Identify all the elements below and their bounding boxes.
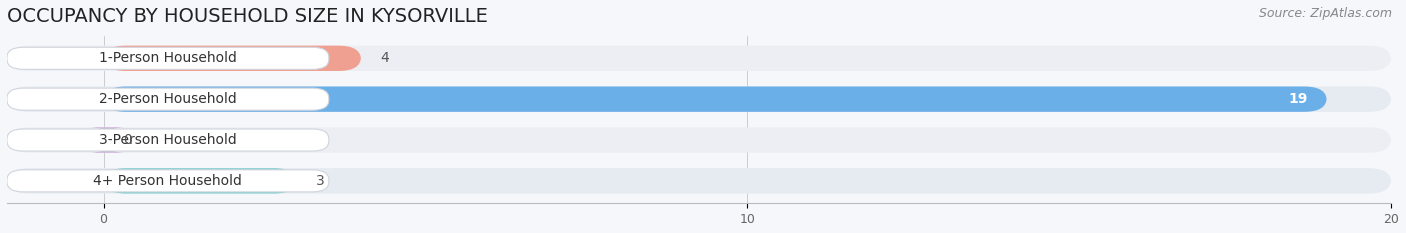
FancyBboxPatch shape (7, 86, 1391, 112)
FancyBboxPatch shape (7, 170, 329, 192)
Text: OCCUPANCY BY HOUSEHOLD SIZE IN KYSORVILLE: OCCUPANCY BY HOUSEHOLD SIZE IN KYSORVILL… (7, 7, 488, 26)
FancyBboxPatch shape (7, 47, 329, 69)
Text: 3-Person Household: 3-Person Household (98, 133, 236, 147)
FancyBboxPatch shape (7, 88, 329, 110)
FancyBboxPatch shape (104, 168, 297, 194)
FancyBboxPatch shape (104, 46, 361, 71)
FancyBboxPatch shape (89, 127, 127, 153)
Text: 2-Person Household: 2-Person Household (98, 92, 236, 106)
Text: 4: 4 (381, 51, 389, 65)
Text: Source: ZipAtlas.com: Source: ZipAtlas.com (1258, 7, 1392, 20)
FancyBboxPatch shape (7, 46, 1391, 71)
Text: 1-Person Household: 1-Person Household (98, 51, 236, 65)
FancyBboxPatch shape (7, 129, 329, 151)
Text: 4+ Person Household: 4+ Person Household (93, 174, 242, 188)
Text: 0: 0 (122, 133, 132, 147)
FancyBboxPatch shape (104, 86, 1327, 112)
Text: 3: 3 (316, 174, 325, 188)
Text: 19: 19 (1288, 92, 1308, 106)
FancyBboxPatch shape (7, 168, 1391, 194)
FancyBboxPatch shape (7, 127, 1391, 153)
